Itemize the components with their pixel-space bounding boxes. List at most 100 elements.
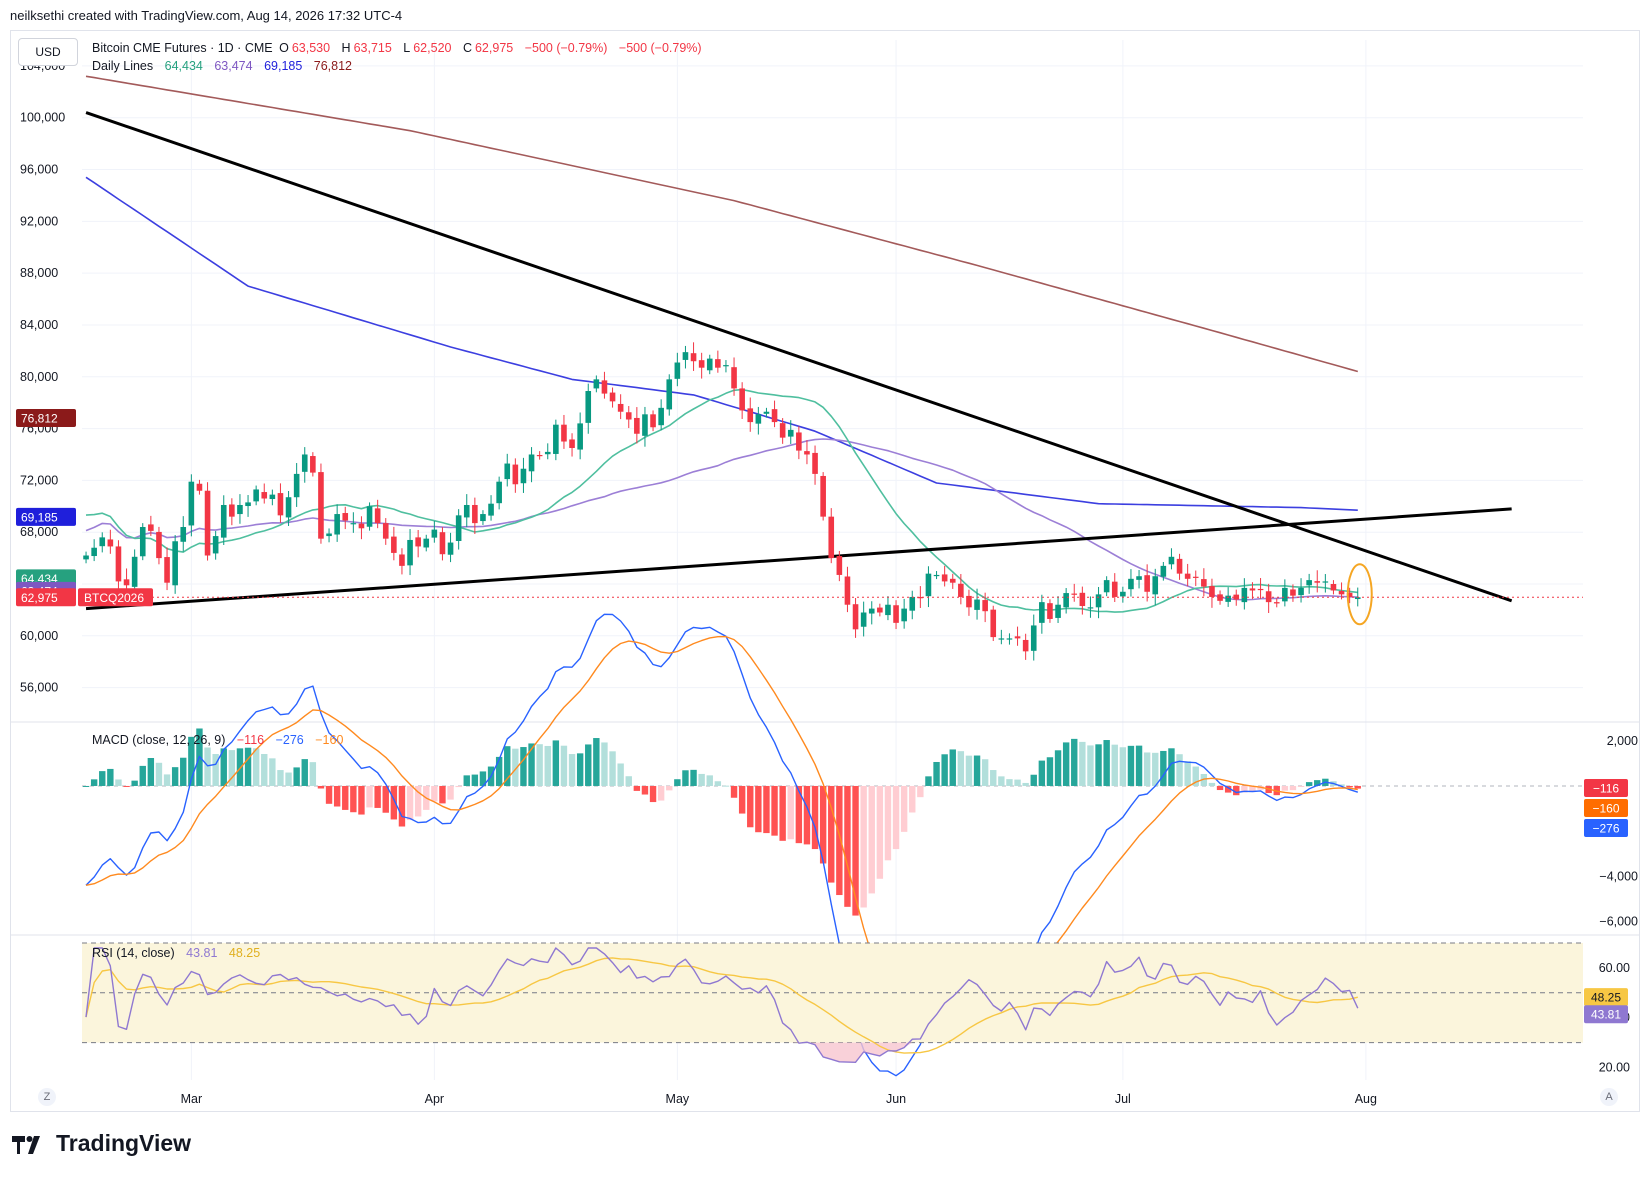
macd-histogram-bar: [261, 753, 268, 786]
tradingview-logo-icon: [12, 1135, 40, 1154]
rsi-label[interactable]: RSI (14, close): [92, 946, 175, 960]
candle: [172, 541, 178, 586]
candle: [204, 490, 211, 556]
zoom-toggle-icon[interactable]: Z: [38, 1088, 56, 1106]
daily-lines-label[interactable]: Daily Lines: [92, 59, 154, 73]
candle: [585, 391, 592, 423]
candle: [391, 536, 397, 553]
macd-histogram-bar: [180, 757, 187, 786]
macd-histogram-bar: [374, 785, 381, 808]
candle: [666, 379, 673, 410]
macd-histogram-bar: [828, 785, 835, 883]
macd-histogram-bar: [973, 755, 981, 786]
macd-histogram-bar: [1006, 779, 1013, 786]
candle: [723, 365, 729, 367]
macd-histogram-bar: [309, 762, 317, 786]
price-axis-tick-label: 96,000: [20, 163, 58, 177]
symbol-title[interactable]: Bitcoin CME Futures · 1D · CME: [92, 41, 273, 55]
ma2-value: 63,474: [214, 59, 253, 73]
rsi-legend: RSI (14, close) 43.81 48.25: [92, 946, 260, 960]
macd-histogram-bar: [779, 785, 786, 841]
macd-histogram-bar: [884, 785, 892, 861]
tradingview-logo-text: TradingView: [56, 1130, 192, 1156]
candle: [593, 379, 600, 389]
candle: [358, 523, 365, 529]
candle: [747, 408, 754, 423]
candle: [609, 392, 616, 402]
close-label: C: [462, 41, 472, 55]
macd-histogram-bar: [504, 746, 511, 786]
candle: [1282, 587, 1288, 602]
candle: [1257, 588, 1264, 591]
macd-histogram-bar: [333, 785, 341, 807]
rsi-value: 43.81: [186, 946, 218, 960]
low-value: 62,520: [413, 41, 452, 55]
price-axis-tick-label: 72,000: [20, 473, 58, 487]
macd-histogram-bar: [1289, 785, 1297, 791]
macd-histogram-bar: [593, 738, 600, 786]
candle: [812, 452, 818, 474]
candle: [1249, 588, 1256, 591]
candle: [868, 608, 875, 614]
candle: [949, 578, 956, 583]
macd-histogram-bar: [252, 748, 260, 786]
macd-histogram-bar: [1168, 748, 1175, 786]
macd-histogram-bar: [1143, 752, 1151, 786]
currency-button[interactable]: USD: [18, 38, 78, 66]
high-label: H: [341, 41, 351, 55]
candle: [885, 604, 891, 616]
candle: [650, 414, 656, 428]
macd-histogram-bar: [90, 779, 98, 786]
macd-histogram-bar: [868, 785, 875, 894]
macd-histogram-bar: [771, 785, 778, 836]
candle: [366, 506, 373, 527]
macd-histogram-bar: [625, 776, 632, 786]
high-value: 63,715: [353, 41, 392, 55]
macd-histogram-bar: [690, 769, 697, 786]
change-value: −500 (−0.79%): [524, 41, 608, 55]
candle: [1014, 636, 1021, 639]
macd-histogram-bar: [1054, 750, 1062, 786]
candle: [836, 556, 843, 575]
change-value-2: −500 (−0.79%): [618, 41, 702, 55]
macd-label[interactable]: MACD (close, 12, 26, 9): [92, 733, 226, 747]
macd-histogram-bar: [1135, 745, 1143, 786]
macd-histogram-bar: [301, 759, 308, 786]
macd-histogram-bar: [1338, 784, 1345, 786]
price-legend: Bitcoin CME Futures · 1D · CME O 63,530 H…: [92, 39, 705, 75]
candle: [277, 493, 284, 516]
candle: [739, 388, 745, 411]
macd-histogram-bar: [933, 761, 940, 786]
candle: [860, 612, 867, 627]
candle: [796, 432, 802, 451]
macd-histogram-bar: [763, 785, 770, 834]
candle: [1330, 584, 1337, 591]
candle: [990, 609, 997, 638]
candles: [83, 342, 1361, 661]
candle: [472, 504, 478, 524]
auto-scale-icon[interactable]: A: [1600, 1088, 1618, 1106]
candle: [196, 483, 203, 491]
candle: [909, 596, 916, 611]
macd-histogram-bar: [657, 785, 665, 801]
chart-canvas[interactable]: 56,00060,00064,00068,00072,00076,00080,0…: [0, 0, 1650, 1125]
macd-histogram-bar: [455, 785, 462, 788]
macd-histogram-bar: [925, 776, 932, 786]
ma1-value: 64,434: [164, 59, 203, 73]
macd-histogram-bar: [528, 743, 535, 786]
candle: [1217, 594, 1223, 601]
chart-credit: neilksethi created with TradingView.com,…: [10, 8, 403, 23]
candle: [706, 358, 713, 371]
macd-histogram-bar: [431, 785, 438, 802]
macd-histogram-bar: [495, 756, 503, 786]
candle: [933, 574, 940, 577]
price-axis-tick-label: 68,000: [20, 525, 58, 539]
candle: [852, 604, 859, 630]
rsi-axis-tick-label: 60.00: [1599, 961, 1630, 975]
price-badge: [16, 588, 76, 607]
candle: [820, 475, 826, 517]
candle: [91, 547, 97, 557]
candle: [698, 360, 705, 368]
macd-histogram-bar: [552, 740, 560, 786]
macd-histogram-bar: [204, 747, 211, 786]
